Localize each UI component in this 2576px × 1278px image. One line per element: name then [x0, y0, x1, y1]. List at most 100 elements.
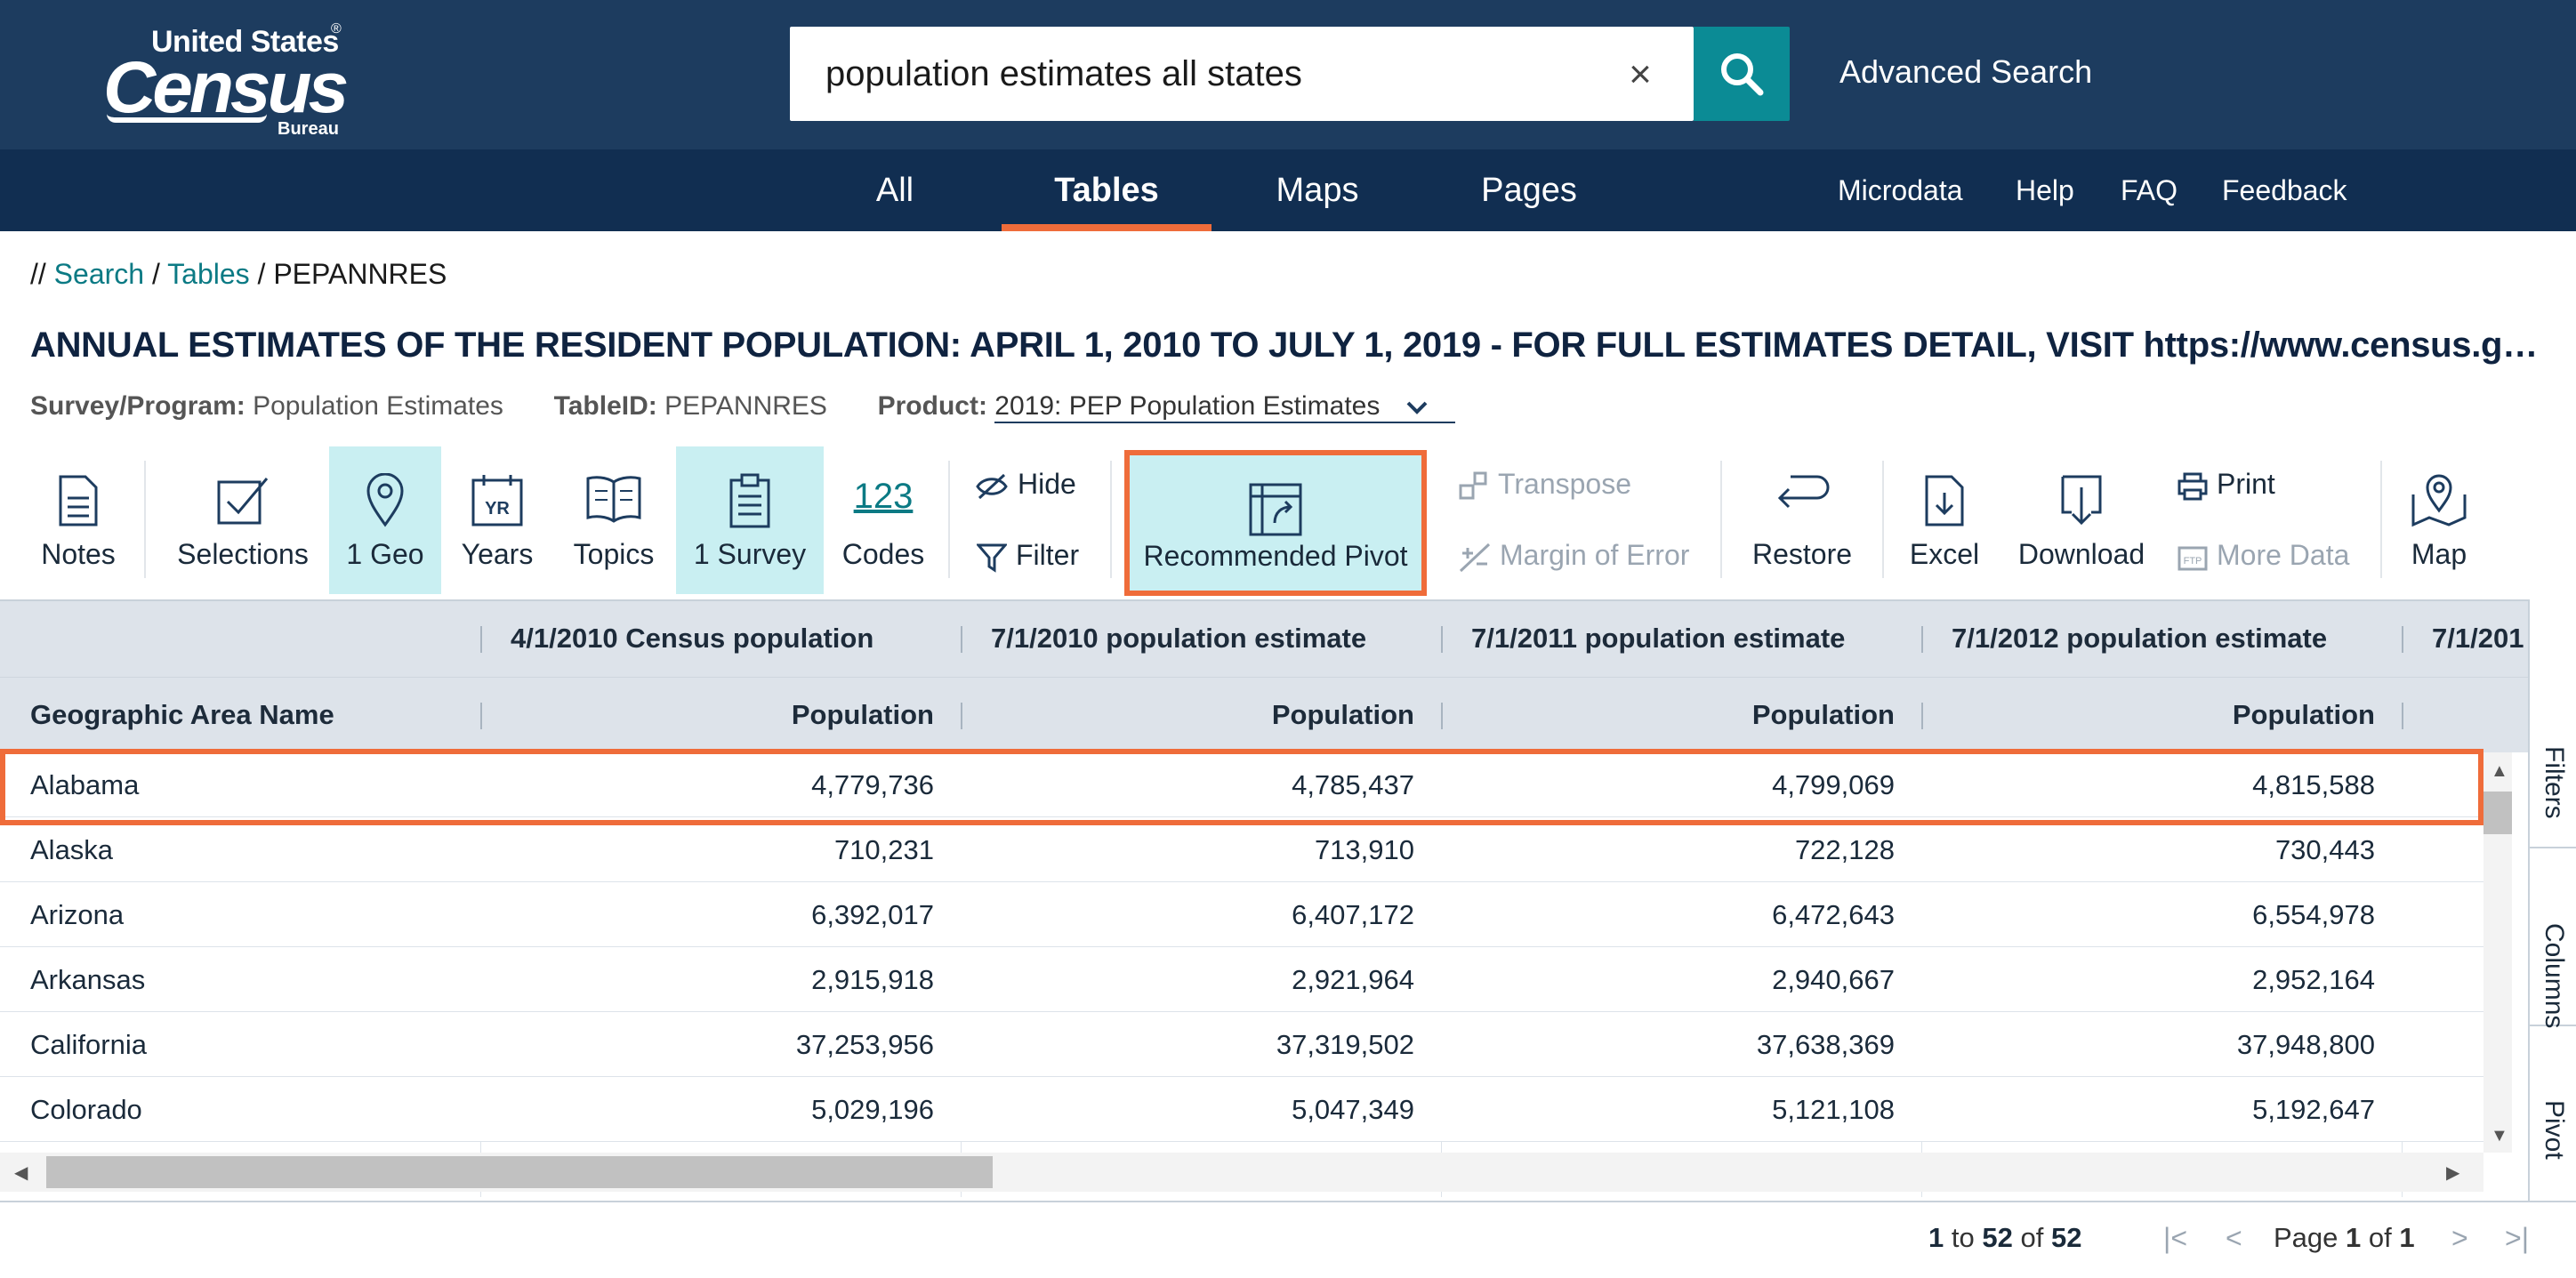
group-header-census-2010[interactable]: 4/1/2010 Census population	[511, 623, 874, 654]
column-header-population[interactable]: Population	[1271, 699, 1414, 730]
page-title: ANNUAL ESTIMATES OF THE RESIDENT POPULAT…	[30, 326, 2548, 365]
side-tab-columns[interactable]: Columns	[2530, 848, 2576, 1029]
scroll-up-arrow-icon[interactable]: ▲	[2491, 761, 2508, 781]
column-header-population[interactable]: Population	[2232, 699, 2375, 730]
margin-of-error-button[interactable]: Margin of Error	[1459, 539, 1689, 573]
breadcrumb-search-link[interactable]: Search	[53, 258, 145, 290]
notes-button[interactable]: Notes	[27, 446, 130, 594]
breadcrumb-separator: /	[257, 258, 274, 290]
table-row[interactable]: Arizona 6,392,017 6,407,172 6,472,643 6,554,…	[0, 882, 2483, 947]
group-header-est-2010[interactable]: 7/1/2010 population estimate	[991, 623, 1367, 654]
last-page-icon[interactable]: >|	[2505, 1222, 2529, 1254]
checkbox-icon	[217, 478, 269, 525]
survey-value: Population Estimates	[253, 391, 503, 421]
group-header-est-2013-partial[interactable]: 7/1/201	[2432, 623, 2524, 654]
group-header-est-2012[interactable]: 7/1/2012 population estimate	[1952, 623, 2328, 654]
group-header-est-2011[interactable]: 7/1/2011 population estimate	[1471, 623, 1846, 654]
calendar-icon-text: YR	[485, 499, 510, 518]
nav-link-help[interactable]: Help	[2016, 174, 2074, 206]
codes-button[interactable]: 123 Codes	[833, 446, 934, 594]
previous-page-icon[interactable]: <	[2226, 1222, 2242, 1254]
advanced-search-link[interactable]: Advanced Search	[1839, 53, 2093, 90]
geo-button[interactable]: 1 Geo	[329, 446, 441, 594]
table-group-header-row: 4/1/2010 Census population 7/1/2010 popu…	[0, 601, 2528, 678]
page-indicator: Page 1 of 1	[2274, 1222, 2415, 1254]
population-cell: 6,392,017	[811, 899, 934, 930]
map-label: Map	[2411, 538, 2467, 570]
population-cell: 4,779,736	[811, 769, 934, 800]
table-row[interactable]: Colorado 5,029,196 5,047,349 5,121,108 5,192…	[0, 1077, 2483, 1142]
more-data-button[interactable]: FTP More Data	[2178, 539, 2349, 572]
next-page-icon[interactable]: >	[2451, 1222, 2468, 1254]
vertical-scroll-thumb[interactable]	[2483, 792, 2512, 834]
tab-all[interactable]: All	[875, 172, 914, 209]
side-tab-pivot[interactable]: Pivot	[2530, 1026, 2576, 1201]
scroll-down-arrow-icon[interactable]: ▼	[2491, 1126, 2508, 1145]
pivot-table-icon	[1249, 483, 1302, 536]
pagination-bar: 1 to 52 of 52 |< < Page 1 of 1 > >|	[0, 1201, 2576, 1278]
scroll-right-arrow-icon[interactable]: ▶	[2446, 1163, 2460, 1183]
horizontal-scrollbar[interactable]: ◀ ▶	[0, 1153, 2483, 1192]
filter-button[interactable]: Filter	[975, 539, 1079, 573]
topics-label: Topics	[573, 538, 655, 570]
product-select[interactable]: 2019: PEP Population Estimates	[994, 391, 1455, 423]
census-logo[interactable]: United States ® Census Bureau	[100, 21, 349, 139]
horizontal-scroll-thumb[interactable]	[46, 1156, 993, 1188]
row-range-to: 52	[1982, 1222, 2013, 1253]
map-icon	[2411, 474, 2467, 527]
years-label: Years	[461, 538, 534, 570]
population-cell: 37,948,800	[2236, 1029, 2375, 1060]
side-tab-filters[interactable]: Filters	[2530, 599, 2576, 848]
column-header-population[interactable]: Population	[1751, 699, 1895, 730]
svg-text:FTP: FTP	[2184, 556, 2202, 567]
side-tab-columns-label: Columns	[2540, 923, 2569, 1029]
column-header-population[interactable]: Population	[791, 699, 934, 730]
nav-link-feedback[interactable]: Feedback	[2222, 174, 2347, 206]
clear-search-button[interactable]: ×	[1629, 52, 1652, 96]
selections-label: Selections	[177, 538, 309, 570]
restore-button[interactable]: Restore	[1735, 446, 1870, 594]
survey-button[interactable]: 1 Survey	[676, 446, 824, 594]
tab-pages[interactable]: Pages	[1481, 172, 1577, 209]
population-cell: 5,121,108	[1772, 1094, 1895, 1125]
column-header-geo-name[interactable]: Geographic Area Name	[30, 699, 334, 730]
table-row[interactable]: California 37,253,956 37,319,502 37,638,369…	[0, 1012, 2483, 1077]
population-cell: 37,319,502	[1276, 1029, 1414, 1060]
print-button[interactable]: Print	[2178, 468, 2275, 501]
excel-label: Excel	[1909, 538, 1980, 570]
column-divider	[961, 626, 962, 653]
transpose-button[interactable]: Transpose	[1459, 468, 1631, 502]
years-button[interactable]: YR Years	[452, 446, 543, 594]
scroll-left-arrow-icon[interactable]: ◀	[14, 1163, 28, 1183]
total-pages: 1	[2399, 1222, 2415, 1253]
table-row[interactable]: Arkansas 2,915,918 2,921,964 2,940,667 2,952…	[0, 947, 2483, 1012]
logo-registered: ®	[331, 21, 342, 36]
search-input[interactable]	[825, 46, 1608, 101]
table-row[interactable]: Alaska 710,231 713,910 722,128 730,443	[0, 817, 2483, 882]
column-divider	[2402, 626, 2403, 653]
population-cell: 6,407,172	[1292, 899, 1414, 930]
breadcrumb-prefix: //	[30, 258, 46, 290]
hide-button[interactable]: Hide	[975, 468, 1076, 501]
vertical-scrollbar[interactable]: ▲ ▼	[2483, 752, 2512, 1153]
breadcrumb-tables-link[interactable]: Tables	[167, 258, 250, 290]
logo-line3: Bureau	[278, 119, 339, 139]
nav-link-microdata[interactable]: Microdata	[1838, 174, 1963, 206]
excel-button[interactable]: Excel	[1895, 446, 1994, 594]
search-button[interactable]	[1694, 27, 1790, 121]
topics-button[interactable]: Topics	[559, 446, 669, 594]
selections-button[interactable]: Selections	[169, 446, 317, 594]
table-row[interactable]: Alabama 4,779,736 4,785,437 4,799,069 4,815,…	[0, 752, 2483, 817]
clipboard-icon	[729, 473, 770, 528]
survey-label: Survey/Program:	[30, 391, 246, 421]
nav-link-faq[interactable]: FAQ	[2121, 174, 2178, 206]
map-button[interactable]: Map	[2398, 446, 2480, 594]
first-page-icon[interactable]: |<	[2163, 1222, 2187, 1254]
survey-label-btn: 1 Survey	[693, 538, 807, 570]
ftp-icon: FTP	[2178, 546, 2208, 571]
tab-tables[interactable]: Tables	[1002, 149, 1212, 231]
recommended-pivot-button[interactable]: Recommended Pivot	[1124, 450, 1427, 596]
download-button[interactable]: Download	[2010, 446, 2153, 594]
geo-name-cell: Arizona	[30, 899, 125, 930]
tab-maps[interactable]: Maps	[1276, 172, 1359, 209]
